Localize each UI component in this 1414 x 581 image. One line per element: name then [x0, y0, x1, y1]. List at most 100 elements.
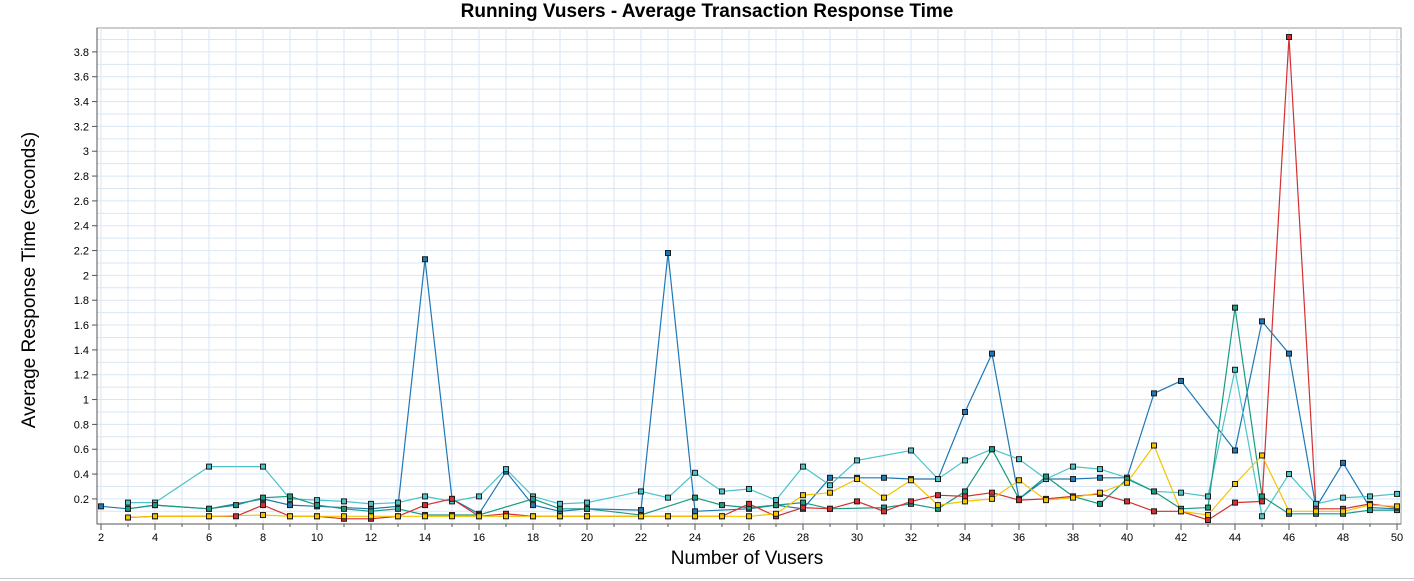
- chart-title: Running Vusers - Average Transaction Res…: [460, 1, 954, 22]
- x-tick-label: 32: [905, 532, 917, 544]
- data-point: [1178, 377, 1184, 384]
- data-point: [1367, 493, 1373, 500]
- x-tick-label: 44: [1229, 532, 1241, 544]
- data-point: [800, 499, 806, 506]
- data-point: [1016, 497, 1022, 504]
- data-point: [746, 513, 752, 520]
- data-point: [1232, 447, 1238, 454]
- data-point: [1043, 497, 1049, 504]
- bottom-divider: [0, 578, 1414, 579]
- data-point: [908, 477, 914, 484]
- data-point: [206, 463, 212, 470]
- data-point: [1016, 456, 1022, 463]
- data-point: [1178, 508, 1184, 515]
- data-point: [665, 494, 671, 501]
- x-tick-label: 8: [260, 532, 266, 544]
- data-point: [125, 514, 131, 521]
- data-point: [1259, 493, 1265, 500]
- data-point: [341, 513, 347, 520]
- data-point: [260, 494, 266, 501]
- x-tick-label: 6: [206, 532, 212, 544]
- data-point: [881, 474, 887, 481]
- data-point: [800, 492, 806, 499]
- data-point: [692, 494, 698, 501]
- data-point: [395, 513, 401, 520]
- y-tick-label: 3.4: [74, 97, 89, 109]
- data-point: [773, 510, 779, 517]
- data-point: [881, 508, 887, 515]
- tick-labels: 0.2 0.4 0.6 0.8 1 1.2 1.4 1.6 1.8 2 2.2 2.4 2.6 2.8 3 3…: [74, 47, 1403, 544]
- data-point: [1151, 508, 1157, 515]
- data-point: [476, 513, 482, 520]
- data-point: [395, 505, 401, 512]
- data-point: [314, 497, 320, 504]
- data-point: [341, 505, 347, 512]
- data-point: [1124, 479, 1130, 486]
- data-point: [1205, 517, 1211, 523]
- y-tick-label: 1.6: [74, 320, 89, 332]
- data-point: [1151, 390, 1157, 397]
- data-point: [908, 447, 914, 454]
- data-point: [719, 502, 725, 509]
- data-point: [422, 513, 428, 520]
- data-point: [368, 500, 374, 507]
- x-tick-label: 38: [1067, 532, 1079, 544]
- data-point: [152, 513, 158, 520]
- data-point: [1340, 494, 1346, 501]
- data-point: [989, 495, 995, 502]
- data-point: [989, 446, 995, 453]
- data-point: [1043, 473, 1049, 480]
- data-point: [1097, 466, 1103, 473]
- data-point: [557, 513, 563, 520]
- data-point: [827, 474, 833, 481]
- data-point: [530, 513, 536, 520]
- x-tick-label: 42: [1175, 532, 1187, 544]
- data-point: [827, 489, 833, 496]
- data-point: [260, 502, 266, 509]
- y-tick-label: 3.2: [74, 121, 89, 133]
- data-point: [1286, 471, 1292, 478]
- data-point: [962, 493, 968, 500]
- data-point: [503, 513, 509, 520]
- y-tick-label: 1.2: [74, 370, 89, 382]
- y-tick-label: 2: [83, 270, 89, 282]
- data-point: [314, 502, 320, 509]
- data-point: [1259, 498, 1265, 505]
- data-point: [1367, 507, 1373, 514]
- y-tick-label: 1.8: [74, 295, 89, 307]
- data-point: [773, 502, 779, 509]
- data-point: [125, 499, 131, 506]
- data-point: [1340, 508, 1346, 515]
- x-tick-label: 20: [581, 532, 593, 544]
- data-point: [1259, 318, 1265, 325]
- data-point: [962, 498, 968, 505]
- data-point: [287, 513, 293, 520]
- data-point: [1394, 503, 1400, 510]
- x-tick-label: 10: [311, 532, 323, 544]
- data-point: [1097, 489, 1103, 496]
- data-point: [1205, 493, 1211, 500]
- data-point: [1070, 476, 1076, 483]
- x-tick-label: 46: [1283, 532, 1295, 544]
- y-tick-label: 0.6: [74, 444, 89, 456]
- data-point: [1313, 508, 1319, 515]
- data-point: [638, 507, 644, 514]
- data-point: [1259, 513, 1265, 520]
- data-point: [314, 513, 320, 520]
- data-point: [719, 488, 725, 495]
- data-point: [557, 500, 563, 507]
- data-point: [1070, 463, 1076, 470]
- data-point: [233, 513, 239, 520]
- data-point: [881, 494, 887, 501]
- x-tick-label: 34: [959, 532, 971, 544]
- data-point: [584, 505, 590, 512]
- data-point: [962, 408, 968, 415]
- data-point: [476, 493, 482, 500]
- data-point: [368, 508, 374, 515]
- data-point: [1232, 480, 1238, 487]
- y-tick-label: 2.4: [74, 221, 89, 233]
- x-tick-label: 28: [797, 532, 809, 544]
- data-point: [449, 513, 455, 520]
- axes: [92, 28, 1401, 530]
- data-point: [125, 505, 131, 512]
